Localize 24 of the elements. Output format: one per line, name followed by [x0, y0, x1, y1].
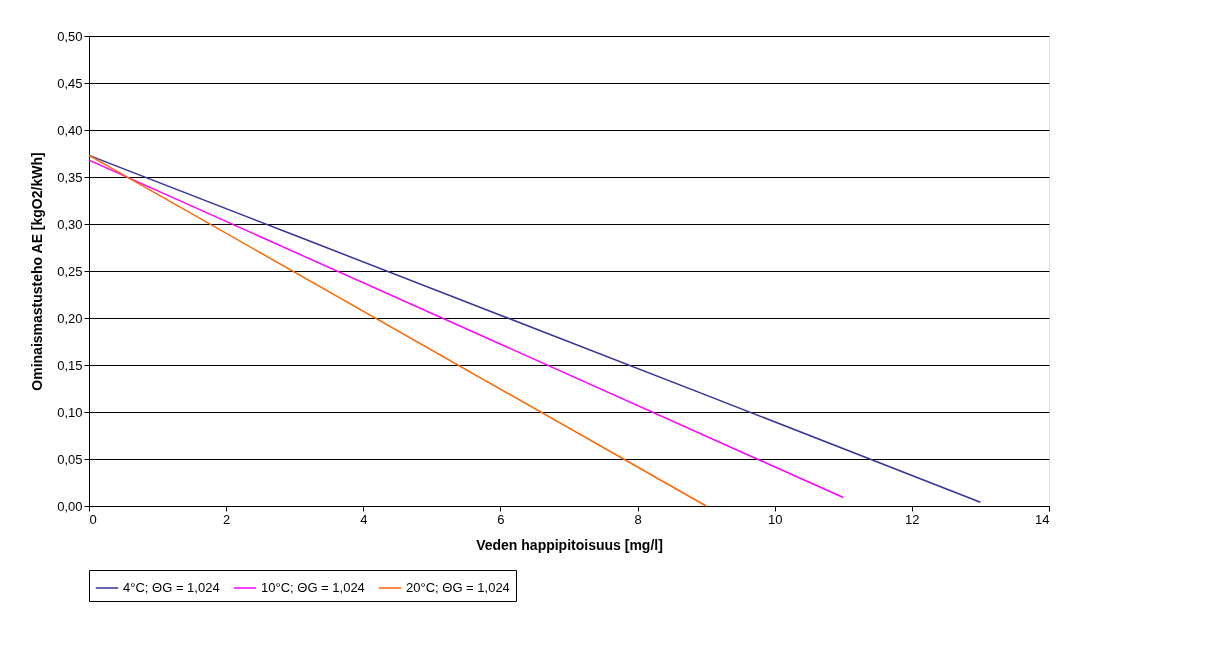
legend-label: 4°C; ΘG = 1,024 [123, 580, 220, 595]
y-tick-label: 0,10 [57, 404, 83, 420]
y-tick-label: 0,45 [57, 75, 83, 91]
y-tick-label: 0,00 [57, 498, 83, 514]
x-tick-label: 8 [634, 511, 642, 527]
y-tick-label: 0,05 [57, 451, 83, 467]
x-tick-label: 4 [360, 511, 368, 527]
x-tick-label: 0 [89, 511, 97, 527]
y-tick-label: 0,40 [57, 122, 83, 138]
x-tick-label: 12 [905, 511, 920, 527]
y-tick-label: 0,50 [57, 28, 83, 44]
x-tick-label: 6 [497, 511, 505, 527]
y-tick-label: 0,15 [57, 357, 83, 373]
y-tick-label: 0,35 [57, 169, 83, 185]
y-tick-label: 0,25 [57, 263, 83, 279]
x-axis-title: Veden happipitoisuus [mg/l] [476, 536, 663, 553]
x-tick-label: 14 [1035, 511, 1050, 527]
x-tick-label: 10 [767, 511, 783, 527]
y-tick-label: 0,30 [57, 216, 83, 232]
legend-label: 20°C; ΘG = 1,024 [406, 580, 510, 595]
legend-label: 10°C; ΘG = 1,024 [261, 580, 365, 595]
x-tick-label: 2 [223, 511, 231, 527]
y-tick-label: 0,20 [57, 310, 83, 326]
y-axis-title: Ominaismastusteho AE [kgO2/kWh] [29, 152, 46, 391]
